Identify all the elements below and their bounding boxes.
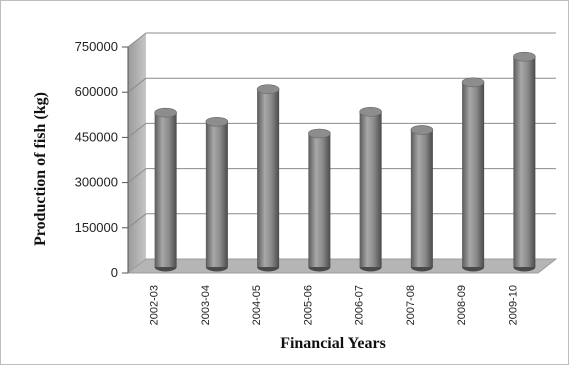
x-tick-label: 2006-07: [354, 285, 366, 325]
y-tick-label: 300000: [75, 175, 118, 190]
x-tick-label: 2003-04: [200, 285, 212, 325]
y-tick-label: 600000: [75, 84, 118, 99]
bar-2009-10: [513, 51, 536, 272]
bar-2006-07: [359, 107, 382, 272]
gridline-side: [127, 168, 147, 183]
bar-2003-04: [205, 116, 229, 272]
gridline-side: [127, 77, 147, 93]
bar-2002-03: [154, 107, 177, 272]
y-axis-title: Production of fish (kg): [32, 92, 49, 246]
x-axis-title: Financial Years: [280, 335, 386, 352]
x-tick-label: 2007-08: [405, 285, 417, 325]
y-tick-label: 750000: [75, 39, 118, 54]
gridline-side: [127, 123, 147, 138]
bar-2004-05: [256, 84, 280, 272]
gridline-side: [127, 32, 147, 48]
gridline-side: [127, 213, 147, 229]
floor: [126, 258, 558, 274]
side-wall: [128, 33, 146, 273]
bar-2007-08: [410, 125, 434, 272]
x-tick-label: 2005-06: [302, 285, 314, 325]
x-tick-label: 2008-09: [456, 285, 468, 325]
bar-2005-06: [308, 128, 331, 272]
y-tick-label: 150000: [75, 220, 118, 235]
x-tick-label: 2002-03: [149, 285, 161, 325]
bar-2008-09: [461, 77, 485, 272]
x-tick-label: 2009-10: [507, 285, 519, 325]
y-tick-label: 450000: [75, 129, 118, 144]
y-tick-label: 0: [111, 265, 118, 280]
x-tick-label: 2004-05: [251, 285, 263, 325]
